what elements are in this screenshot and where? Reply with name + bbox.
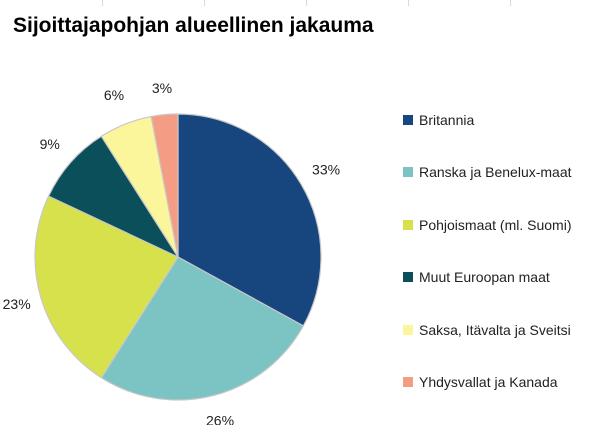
legend-swatch	[403, 167, 413, 178]
legend-swatch	[403, 219, 413, 230]
legend-label: Britannia	[419, 112, 475, 128]
legend-item: Saksa, Itävalta ja Sveitsi	[403, 322, 571, 338]
pie-slice	[100, 256, 305, 401]
legend-swatch	[403, 115, 413, 125]
legend-swatch	[403, 272, 413, 283]
legend-label: Ranska ja Benelux-maat	[419, 164, 572, 181]
legend-item: Britannia	[403, 112, 474, 128]
pie-slice	[47, 135, 180, 259]
data-label: 9%	[40, 136, 60, 152]
data-label: 3%	[152, 80, 172, 96]
pie-slice	[34, 195, 179, 379]
legend-item: Muut Euroopan maat	[403, 269, 550, 285]
legend-label: Yhdysvallat ja Kanada	[419, 374, 558, 390]
data-label: 23%	[3, 296, 31, 312]
data-label: 26%	[206, 413, 234, 425]
pie-slice	[150, 113, 179, 258]
legend-swatch	[403, 377, 413, 387]
legend-item: Yhdysvallat ja Kanada	[403, 374, 558, 390]
legend-item: Ranska ja Benelux-maat	[403, 164, 572, 180]
legend-swatch	[403, 324, 413, 335]
top-gridlines	[0, 0, 615, 6]
legend-label: Saksa, Itävalta ja Sveitsi	[419, 321, 571, 338]
data-label: 6%	[104, 87, 124, 103]
legend-label: Pohjoismaat (ml. Suomi)	[419, 216, 572, 233]
legend-label: Muut Euroopan maat	[419, 269, 550, 286]
pie-slice	[177, 113, 322, 327]
chart-title: Sijoittajapohjan alueellinen jakauma	[13, 14, 374, 37]
legend-item: Pohjoismaat (ml. Suomi)	[403, 217, 572, 233]
data-label: 33%	[312, 161, 340, 177]
